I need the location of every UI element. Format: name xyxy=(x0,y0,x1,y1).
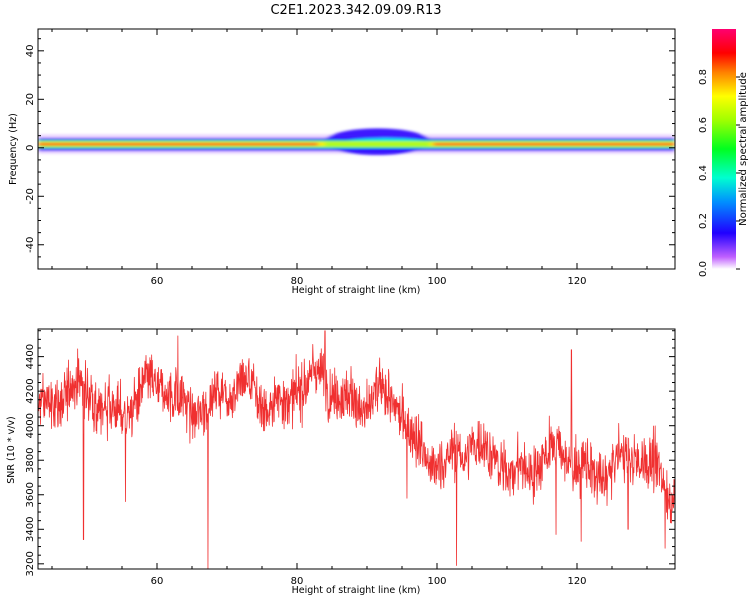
spectrogram-frame xyxy=(37,28,676,270)
snr-frame xyxy=(37,328,676,570)
x-tick-label: 60 xyxy=(151,576,164,587)
spectrogram-x-axis-label: Height of straight line (km) xyxy=(292,285,421,296)
y-tick-label: 40 xyxy=(25,44,36,57)
snr-panel: 60 80 100 120 3200 3400 3600 3800 4000 4200 4400 H… xyxy=(6,328,676,596)
colorbar-tick-label: 0.6 xyxy=(698,117,709,133)
colorbar-ticks: 0.0 0.2 0.4 0.6 0.8 xyxy=(698,69,740,277)
snr-y-axis-label: SNR (10 * v/v) xyxy=(6,416,17,484)
x-tick-label: 80 xyxy=(291,276,304,287)
spectrogram-panel: 60 80 100 120 -40 -20 0 20 40 Height of straight… xyxy=(8,28,676,296)
colorbar-gradient xyxy=(712,29,736,269)
colorbar: 0.0 0.2 0.4 0.6 0.8 Normalized spectral ampl… xyxy=(698,29,749,277)
y-tick-label: -20 xyxy=(25,188,36,204)
x-tick-label: 120 xyxy=(567,276,586,287)
figure-title: C2E1.2023.342.09.09.R13 xyxy=(270,3,441,18)
x-tick-label: 100 xyxy=(427,576,446,587)
y-tick-label: 4400 xyxy=(25,344,36,369)
colorbar-tick-label: 0.4 xyxy=(698,165,709,181)
y-tick-label: 3600 xyxy=(25,482,36,507)
y-tick-label: 3800 xyxy=(25,447,36,472)
snr-plot-area xyxy=(38,329,675,569)
y-tick-label: -40 xyxy=(25,237,36,253)
y-tick-label: 0 xyxy=(25,145,36,151)
x-tick-label: 80 xyxy=(291,576,304,587)
colorbar-tick-label: 0.8 xyxy=(698,69,709,85)
band-red-core xyxy=(38,143,318,146)
y-tick-label: 20 xyxy=(25,93,36,106)
band-glow xyxy=(38,128,675,156)
spectral-band xyxy=(38,128,675,156)
colorbar-tick-label: 0.0 xyxy=(698,261,709,277)
y-tick-label: 3200 xyxy=(25,551,36,576)
broad-region-core xyxy=(325,142,430,146)
spectrogram-y-axis-label: Frequency (Hz) xyxy=(8,113,19,185)
spectrogram-ticks: 60 80 100 120 -40 -20 0 20 40 xyxy=(25,29,675,287)
colorbar-label: Normalized spectral amplitude xyxy=(738,72,749,226)
band-red-core xyxy=(433,143,675,146)
colorbar-tick-label: 0.2 xyxy=(698,213,709,229)
y-tick-label: 3400 xyxy=(25,517,36,542)
x-tick-label: 60 xyxy=(151,276,164,287)
x-tick-label: 100 xyxy=(427,276,446,287)
x-tick-label: 120 xyxy=(567,576,586,587)
y-tick-label: 4200 xyxy=(25,378,36,403)
y-tick-label: 4000 xyxy=(25,413,36,438)
snr-x-axis-label: Height of straight line (km) xyxy=(292,585,421,596)
snr-series-line xyxy=(38,330,675,569)
snr-ticks: 60 80 100 120 3200 3400 3600 3800 4000 4200 4400 xyxy=(25,329,675,587)
